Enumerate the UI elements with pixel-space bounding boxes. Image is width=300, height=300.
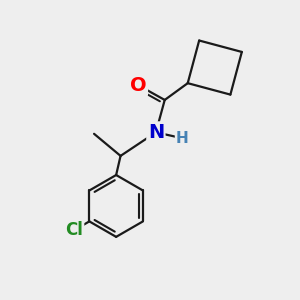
Text: Cl: Cl	[65, 221, 83, 239]
Text: H: H	[176, 131, 189, 146]
Text: N: N	[148, 123, 164, 142]
Text: O: O	[130, 76, 146, 95]
